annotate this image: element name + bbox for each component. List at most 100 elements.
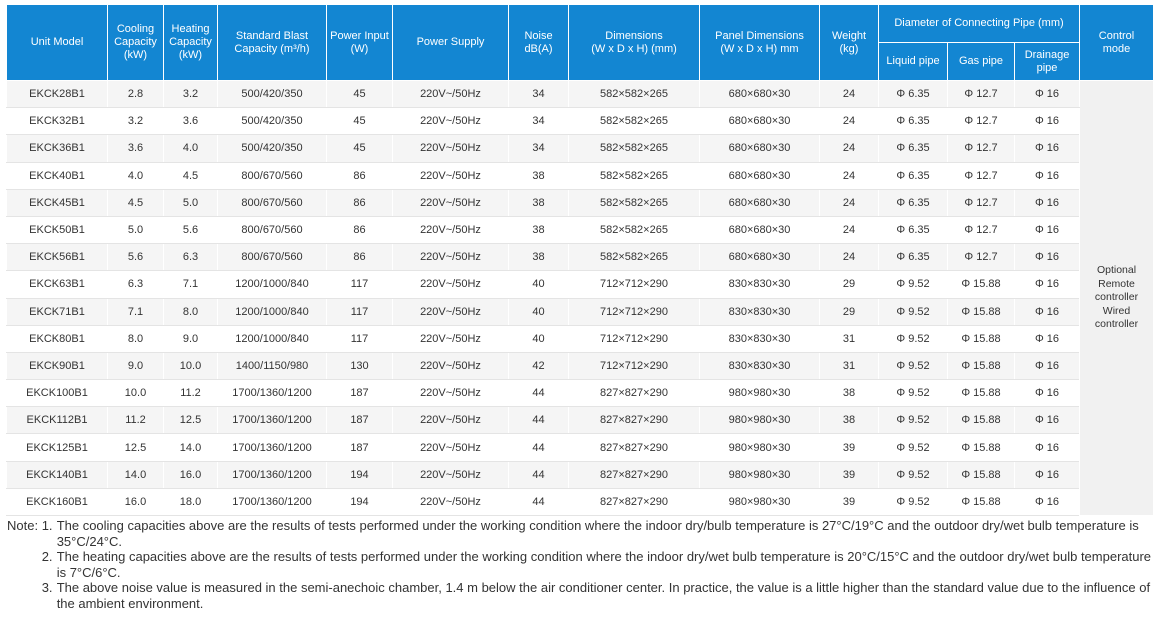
table-row: EKCK40B1 4.0 4.5 800/670/560 86 220V~/50Hz 38 5…: [6, 161, 1154, 190]
cell-noise: 40: [508, 297, 569, 326]
cell-power-input: 45: [326, 79, 393, 109]
cell-blast: 800/670/560: [217, 188, 327, 217]
cell-panel: 680×680×30: [699, 107, 820, 136]
cell-liquid-pipe: Φ 6.35: [878, 79, 948, 109]
cell-noise: 34: [508, 79, 569, 109]
cell-power-input: 187: [326, 379, 393, 408]
cell-weight: 31: [819, 351, 879, 381]
cell-gas-pipe: Φ 15.88: [947, 460, 1015, 489]
cell-cooling: 3.2: [107, 107, 164, 136]
col-control-mode: Control mode: [1079, 4, 1155, 81]
col-standard-blast: Standard Blast Capacity (m³/h): [217, 4, 327, 81]
cell-weight: 24: [819, 134, 879, 163]
cell-gas-pipe: Φ 15.88: [947, 487, 1015, 517]
cell-cooling: 6.3: [107, 270, 164, 299]
cell-power-input: 194: [326, 460, 393, 489]
cell-noise: 44: [508, 406, 569, 435]
cell-gas-pipe: Φ 12.7: [947, 79, 1015, 109]
cell-noise: 34: [508, 134, 569, 163]
cell-liquid-pipe: Φ 9.52: [878, 270, 948, 299]
cell-blast: 800/670/560: [217, 215, 327, 245]
cell-blast: 1200/1000/840: [217, 270, 327, 299]
cell-weight: 24: [819, 188, 879, 217]
cell-unit-model: EKCK56B1: [6, 243, 108, 272]
cell-gas-pipe: Φ 12.7: [947, 188, 1015, 217]
col-weight: Weight (kg): [819, 4, 879, 81]
cell-unit-model: EKCK80B1: [6, 324, 108, 353]
cell-power-supply: 220V~/50Hz: [392, 215, 509, 245]
cell-blast: 500/420/350: [217, 107, 327, 136]
cell-drainage-pipe: Φ 16: [1013, 215, 1081, 245]
cell-heating: 6.3: [163, 243, 218, 272]
cell-noise: 44: [508, 433, 569, 462]
control-mode-line: controller: [1094, 318, 1139, 331]
cell-unit-model: EKCK50B1: [6, 215, 108, 245]
table-row: EKCK125B1 12.5 14.0 1700/1360/1200 187 220V~/…: [6, 433, 1154, 462]
cell-blast: 800/670/560: [217, 161, 327, 190]
cell-liquid-pipe: Φ 6.35: [878, 161, 948, 190]
cell-weight: 29: [819, 297, 879, 326]
cell-unit-model: EKCK32B1: [6, 107, 108, 136]
cell-drainage-pipe: Φ 16: [1013, 270, 1081, 299]
cell-liquid-pipe: Φ 9.52: [878, 433, 948, 462]
cell-cooling: 7.1: [107, 297, 164, 326]
cell-liquid-pipe: Φ 9.52: [878, 379, 948, 408]
cell-weight: 29: [819, 270, 879, 299]
col-unit-model: Unit Model: [6, 4, 108, 81]
control-mode-line: Wired: [1102, 304, 1131, 317]
cell-noise: 34: [508, 107, 569, 136]
cell-drainage-pipe: Φ 16: [1013, 297, 1081, 326]
cell-power-input: 45: [326, 134, 393, 163]
cell-panel: 830×830×30: [699, 270, 820, 299]
cell-power-supply: 220V~/50Hz: [392, 243, 509, 272]
table-row: EKCK56B1 5.6 6.3 800/670/560 86 220V~/50Hz 38 5…: [6, 243, 1154, 272]
col-noise: Noise dB(A): [508, 4, 569, 81]
cell-unit-model: EKCK140B1: [6, 460, 108, 489]
cell-noise: 38: [508, 243, 569, 272]
cell-power-input: 187: [326, 433, 393, 462]
col-liquid-pipe: Liquid pipe: [878, 42, 948, 81]
cell-power-supply: 220V~/50Hz: [392, 351, 509, 381]
cell-gas-pipe: Φ 12.7: [947, 215, 1015, 245]
cell-gas-pipe: Φ 15.88: [947, 351, 1015, 381]
cell-panel: 680×680×30: [699, 243, 820, 272]
cell-gas-pipe: Φ 12.7: [947, 107, 1015, 136]
cell-liquid-pipe: Φ 9.52: [878, 324, 948, 353]
cell-unit-model: EKCK160B1: [6, 487, 108, 517]
table-row: EKCK28B1 2.8 3.2 500/420/350 45 220V~/50Hz 34 5…: [6, 79, 1155, 516]
control-mode-line: controller: [1094, 291, 1139, 304]
cell-power-input: 45: [326, 107, 393, 136]
notes: Note: 1. The cooling capacities above ar…: [7, 518, 1153, 612]
cell-power-supply: 220V~/50Hz: [392, 107, 509, 136]
table-row: EKCK50B1 5.0 5.6 800/670/560 86 220V~/50Hz 38 5…: [6, 215, 1154, 245]
cell-power-input: 117: [326, 297, 393, 326]
cell-weight: 38: [819, 406, 879, 435]
cell-heating: 3.2: [163, 79, 218, 109]
cell-liquid-pipe: Φ 9.52: [878, 487, 948, 517]
cell-panel: 980×980×30: [699, 379, 820, 408]
cell-panel: 680×680×30: [699, 134, 820, 163]
cell-unit-model: EKCK90B1: [6, 351, 108, 381]
table-body: EKCK28B1 2.8 3.2 500/420/350 45 220V~/50Hz 34 5…: [6, 79, 1155, 517]
cell-power-input: 86: [326, 243, 393, 272]
cell-weight: 38: [819, 379, 879, 408]
cell-weight: 24: [819, 215, 879, 245]
cell-unit-model: EKCK28B1: [6, 79, 108, 109]
col-panel-dimensions: Panel Dimensions (W x D x H) mm: [699, 4, 820, 81]
cell-heating: 16.0: [163, 460, 218, 489]
cell-power-input: 117: [326, 270, 393, 299]
cell-power-input: 194: [326, 487, 393, 517]
cell-heating: 4.0: [163, 134, 218, 163]
cell-noise: 40: [508, 324, 569, 353]
cell-dimensions: 827×827×290: [568, 406, 700, 435]
cell-drainage-pipe: Φ 16: [1013, 107, 1081, 136]
cell-heating: 14.0: [163, 433, 218, 462]
cell-heating: 3.6: [163, 107, 218, 136]
cell-power-supply: 220V~/50Hz: [392, 270, 509, 299]
cell-heating: 11.2: [163, 379, 218, 408]
cell-dimensions: 582×582×265: [568, 161, 700, 190]
cell-drainage-pipe: Φ 16: [1013, 79, 1081, 109]
cell-power-input: 86: [326, 188, 393, 217]
cell-gas-pipe: Φ 15.88: [947, 270, 1015, 299]
